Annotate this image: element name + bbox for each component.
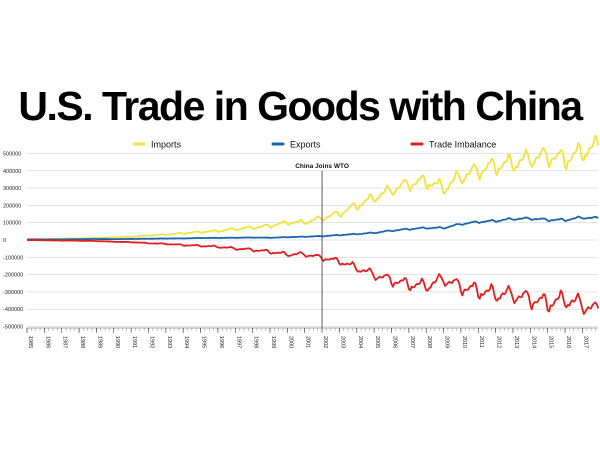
x-tick-label: 2007 xyxy=(409,336,415,348)
y-tick-label: 0 xyxy=(3,238,6,244)
x-tick-label: 2003 xyxy=(339,336,345,348)
legend-label-exports: Exports xyxy=(290,139,321,149)
legend-item-exports: Exports xyxy=(271,139,321,149)
x-tick-label: 1997 xyxy=(235,336,241,348)
y-tick-label: -100000 xyxy=(3,255,23,261)
x-tick-label: 1992 xyxy=(148,336,154,348)
x-tick-label: 1995 xyxy=(201,336,207,348)
x-tick-label: 1996 xyxy=(218,336,224,348)
series-imports-line xyxy=(26,134,600,241)
y-tick-label: 300000 xyxy=(3,186,21,192)
x-tick-label: 2002 xyxy=(322,336,328,348)
y-axis: 500000 400000 300000 200000 100000 0 -100000 -2… xyxy=(3,152,23,331)
y-tick-label: -500000 xyxy=(3,325,23,331)
x-tick-label: 2004 xyxy=(357,336,363,348)
legend-label-trade-imbalance: Trade Imbalance xyxy=(429,139,496,149)
x-tick-label: 2005 xyxy=(374,336,380,348)
chart-title: U.S. Trade in Goods with China xyxy=(18,83,583,129)
x-tick-label: 2014 xyxy=(530,336,536,348)
y-tick-label: 100000 xyxy=(3,221,21,227)
y-tick-label: 400000 xyxy=(3,169,21,175)
wto-annotation: China Joins WTO xyxy=(295,163,349,328)
x-axis: 1985 1986 1987 1988 1989 1990 1991 1992 1993 1994… xyxy=(26,327,598,348)
legend-item-trade-imbalance: Trade Imbalance xyxy=(410,139,496,149)
x-tick-label: 2012 xyxy=(496,336,502,348)
wto-annotation-label: China Joins WTO xyxy=(295,163,349,170)
x-tick-label: 1990 xyxy=(114,336,120,348)
series-exports-line xyxy=(26,215,599,241)
x-tick-label: 2006 xyxy=(391,336,397,348)
x-tick-label: 2017 xyxy=(582,336,588,348)
x-tick-label: 2008 xyxy=(426,336,432,348)
x-tick-label: 1991 xyxy=(131,336,137,348)
x-tick-label: 1989 xyxy=(96,336,102,348)
y-tick-label: -300000 xyxy=(3,290,23,296)
x-tick-label: 2016 xyxy=(565,336,571,348)
x-tick-label: 1987 xyxy=(62,336,68,348)
x-tick-label: 1988 xyxy=(79,336,85,348)
x-tick-label: 1993 xyxy=(166,336,172,348)
x-tick-label: 1985 xyxy=(27,336,33,348)
y-tick-label: -400000 xyxy=(3,307,23,313)
x-tick-label: 2011 xyxy=(478,336,484,348)
x-tick-label: 1999 xyxy=(270,336,276,348)
series-trade-imbalance-line xyxy=(26,239,600,315)
legend-item-imports: Imports xyxy=(132,139,182,149)
x-tick-label: 2015 xyxy=(548,336,554,348)
x-tick-label: 2013 xyxy=(513,336,519,348)
grid-lines xyxy=(27,153,598,327)
x-tick-label: 1994 xyxy=(183,336,189,348)
x-tick-label: 2010 xyxy=(461,336,467,348)
x-tick-label: 2001 xyxy=(305,336,311,348)
y-tick-label: 500000 xyxy=(3,152,21,158)
x-tick-label: 2000 xyxy=(287,336,293,348)
y-tick-label: -200000 xyxy=(3,273,23,279)
legend-label-imports: Imports xyxy=(151,139,182,149)
series-group xyxy=(26,134,600,315)
x-tick-label: 1986 xyxy=(44,336,50,348)
x-tick-label: 2009 xyxy=(444,336,450,348)
x-tick-label: 1998 xyxy=(253,336,259,348)
y-tick-label: 200000 xyxy=(3,203,21,209)
legend: Imports Exports Trade Imbalance xyxy=(132,139,496,149)
